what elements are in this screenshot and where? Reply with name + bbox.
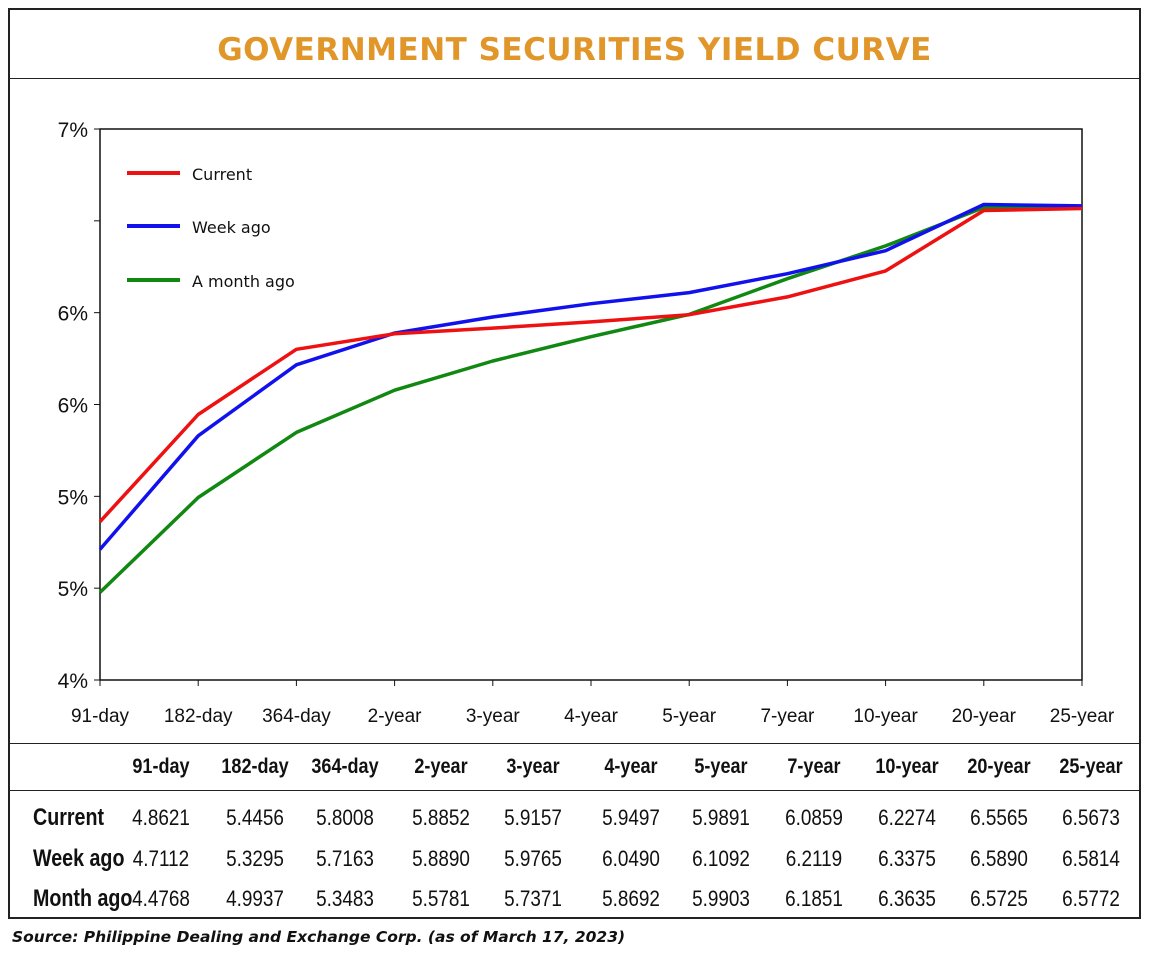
table-cell: 5.9157 (504, 806, 562, 831)
table-cell: 5.9891 (692, 806, 750, 831)
table-row-label: Month ago (33, 884, 132, 911)
table-header: 25-year (1059, 755, 1123, 779)
table-cell: 5.8692 (602, 887, 660, 912)
table-cell: 6.0859 (785, 806, 843, 831)
table-cell: 6.5565 (970, 806, 1028, 831)
table-cell: 6.2119 (786, 847, 842, 872)
table-cell: 5.7163 (316, 847, 374, 872)
source-note: Source: Philippine Dealing and Exchange … (12, 928, 626, 946)
series-line-week-ago (98, 202, 1083, 551)
table-cell: 5.5781 (412, 887, 470, 912)
table-header: 7-year (787, 755, 841, 779)
table-row-label: Week ago (33, 844, 124, 871)
table-cell: 5.9903 (692, 887, 750, 912)
table-cell: 6.5673 (1062, 806, 1120, 831)
table-cell: 4.9937 (226, 887, 284, 912)
table-header: 3-year (506, 755, 560, 779)
legend-label: Week ago (192, 218, 271, 237)
x-tick-label: 25-year (1050, 706, 1115, 727)
table-header: 4-year (604, 755, 658, 779)
table-cell: 6.1851 (785, 887, 843, 912)
y-tick-label: 4% (58, 670, 88, 693)
x-tick-label: 4-year (564, 706, 619, 727)
chart-frame: GOVERNMENT SECURITIES YIELD CURVE (8, 8, 1141, 919)
x-tick-label: 7-year (760, 706, 815, 727)
table-cell: 5.3483 (316, 887, 374, 912)
table-header: 2-year (414, 755, 468, 779)
table-cell: 5.8852 (412, 806, 470, 831)
table-cell: 6.3635 (878, 887, 936, 912)
plot-border (99, 128, 1083, 681)
series-line-current (98, 206, 1083, 523)
series-line-a-month-ago (98, 204, 1083, 594)
y-axis: 4% 5% 5% 6% 6% 7% (58, 119, 100, 693)
y-tick-label: 6% (58, 303, 88, 326)
table-header: 10-year (875, 755, 939, 779)
table-cell: 6.5725 (970, 887, 1028, 912)
y-tick-label: 7% (58, 119, 88, 142)
table-header: 20-year (967, 755, 1031, 779)
table-cell: 6.5772 (1062, 887, 1120, 912)
x-axis: 91-day 182-day 364-day 2-year 3-year 4-year 5-… (71, 680, 1115, 727)
x-tick-label: 3-year (466, 706, 521, 727)
y-tick-label: 5% (58, 578, 88, 601)
table-cell: 4.4768 (132, 887, 190, 912)
table-header-divider (10, 790, 1139, 791)
plot-area (99, 128, 1083, 681)
table-top-divider (10, 743, 1139, 744)
table-cell: 4.7112 (133, 847, 189, 872)
x-tick-label: 2-year (368, 706, 423, 727)
table-cell: 6.0490 (602, 847, 660, 872)
table-cell: 6.5890 (970, 847, 1028, 872)
table-cell: 6.2274 (878, 806, 936, 831)
series-lines (98, 202, 1083, 594)
x-tick-label: 91-day (71, 706, 130, 727)
table-cell: 5.8008 (316, 806, 374, 831)
table-cell: 6.3375 (878, 847, 936, 872)
table-cell: 5.7371 (504, 887, 562, 912)
legend-label: Current (192, 165, 252, 184)
x-tick-label: 10-year (853, 706, 918, 727)
data-table: 91-day 182-day 364-day 2-year 3-year 4-year 5-… (33, 755, 1123, 912)
title-divider (10, 78, 1139, 79)
y-tick-label: 5% (58, 486, 88, 509)
legend: Current Week ago A month ago (127, 165, 295, 291)
table-cell: 5.9497 (602, 806, 660, 831)
table-cell: 6.5814 (1062, 847, 1120, 872)
x-tick-label: 5-year (662, 706, 717, 727)
x-tick-label: 364-day (262, 706, 331, 727)
table-header: 182-day (221, 755, 288, 779)
table-cell: 6.1092 (692, 847, 750, 872)
chart-title: GOVERNMENT SECURITIES YIELD CURVE (217, 32, 932, 68)
table-header: 91-day (132, 755, 189, 779)
table-cell: 5.3295 (226, 847, 284, 872)
table-header: 364-day (311, 755, 378, 779)
x-tick-label: 182-day (164, 706, 233, 727)
table-cell: 5.4456 (226, 806, 284, 831)
table-header: 5-year (694, 755, 748, 779)
legend-label: A month ago (192, 272, 295, 291)
table-cell: 4.8621 (132, 806, 190, 831)
table-row-label: Current (33, 803, 105, 830)
table-cell: 5.8890 (412, 847, 470, 872)
table-cell: 5.9765 (504, 847, 562, 872)
y-tick-label: 6% (58, 395, 88, 418)
x-tick-label: 20-year (952, 706, 1017, 727)
